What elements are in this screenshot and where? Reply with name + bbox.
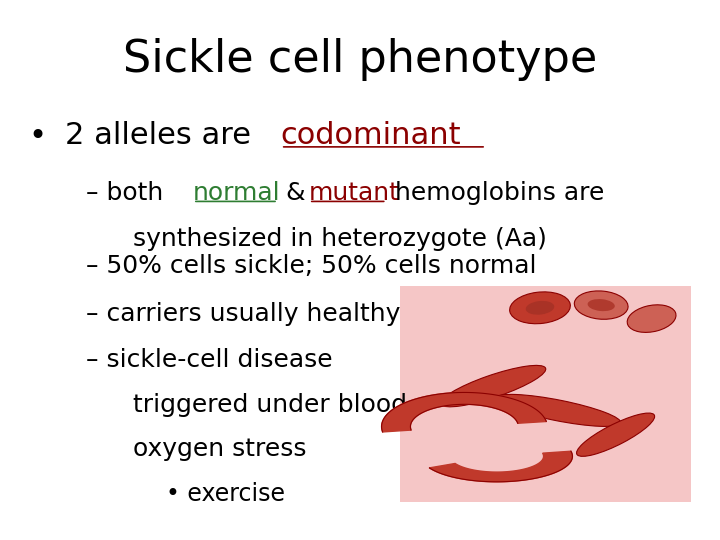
Text: – 50% cells sickle; 50% cells normal: – 50% cells sickle; 50% cells normal	[86, 254, 537, 278]
Text: mutant: mutant	[309, 181, 400, 205]
Polygon shape	[429, 451, 572, 482]
FancyBboxPatch shape	[400, 286, 691, 502]
Text: &: &	[278, 181, 313, 205]
Text: •: •	[29, 122, 47, 151]
Text: Sickle cell phenotype: Sickle cell phenotype	[123, 38, 597, 81]
Ellipse shape	[441, 366, 546, 407]
Text: triggered under blood: triggered under blood	[133, 393, 408, 416]
Ellipse shape	[575, 291, 628, 319]
Text: • exercise: • exercise	[166, 482, 284, 506]
Text: hemoglobins are: hemoglobins are	[387, 181, 604, 205]
Text: normal: normal	[193, 181, 281, 205]
Ellipse shape	[495, 394, 621, 427]
Text: synthesized in heterozygote (Aa): synthesized in heterozygote (Aa)	[133, 227, 547, 251]
Ellipse shape	[510, 292, 570, 323]
Ellipse shape	[627, 305, 676, 333]
Text: – both: – both	[86, 181, 171, 205]
Ellipse shape	[588, 299, 615, 311]
Text: oxygen stress: oxygen stress	[133, 437, 307, 461]
Ellipse shape	[577, 413, 654, 456]
Text: – carriers usually healthy: – carriers usually healthy	[86, 302, 401, 326]
Polygon shape	[382, 393, 546, 432]
Ellipse shape	[526, 301, 554, 315]
Text: codominant: codominant	[281, 122, 462, 151]
Text: – sickle-cell disease: – sickle-cell disease	[86, 348, 333, 372]
Text: 2 alleles are: 2 alleles are	[65, 122, 261, 151]
